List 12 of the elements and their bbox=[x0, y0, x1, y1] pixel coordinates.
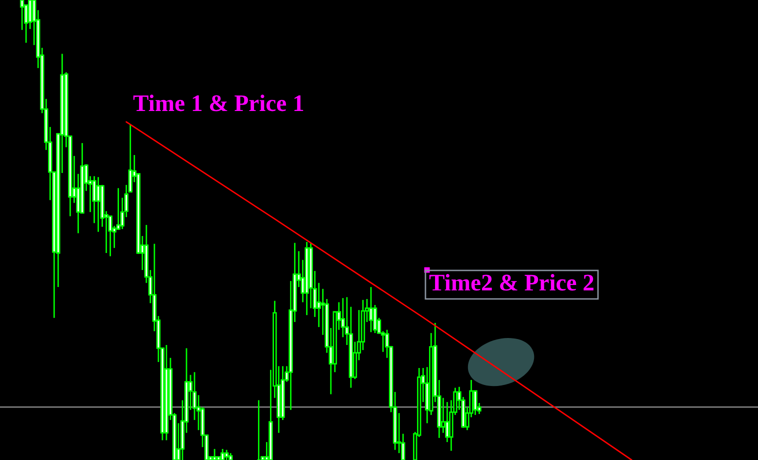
candlestick bbox=[20, 0, 24, 31]
candlestick bbox=[473, 390, 478, 416]
candlestick bbox=[224, 449, 229, 460]
candlestick bbox=[441, 397, 446, 434]
candlestick bbox=[24, 4, 28, 44]
candlestick bbox=[212, 448, 217, 460]
candlestick bbox=[445, 401, 450, 443]
candlestick bbox=[368, 286, 374, 333]
annotation: Time 1 & Price 1 bbox=[133, 94, 304, 112]
candlestick bbox=[220, 448, 225, 460]
candlestick bbox=[96, 176, 100, 233]
annotation: Time2 & Price 2 bbox=[429, 274, 594, 291]
